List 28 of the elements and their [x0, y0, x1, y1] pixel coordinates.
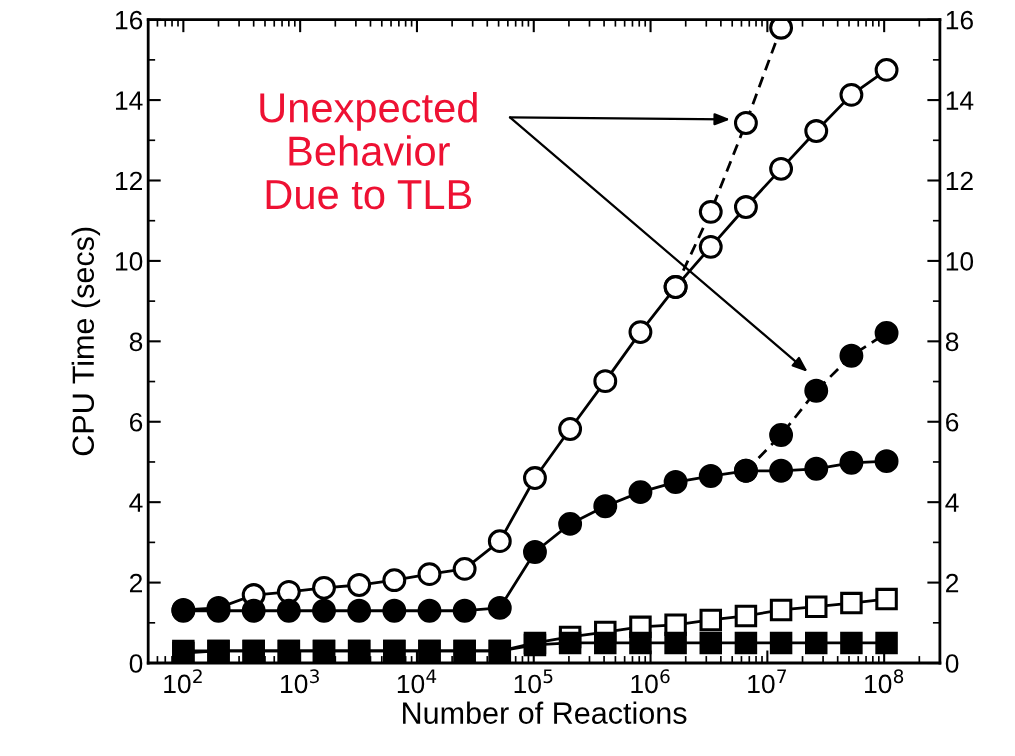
- x-tick-label: 10$^{8}$: [865, 669, 904, 694]
- y-tick-label: 14: [115, 91, 143, 110]
- y2-tick-label: 2: [946, 573, 959, 593]
- y2-tick-label: 8: [945, 332, 959, 352]
- x-tick-label: 10$^{7}$: [748, 669, 787, 694]
- x-tick-label: 10$^{5}$: [514, 669, 553, 694]
- y2-tick-label: 10: [946, 252, 974, 271]
- x-tick-label: 10$^{2}$: [164, 669, 202, 694]
- y2-tick-label: 6: [946, 412, 959, 432]
- x-tick-label: 10$^{3}$: [281, 669, 319, 694]
- y-axis-title: CPU Time (secs): [71, 227, 101, 456]
- x-tick-label: 10$^{4}$: [397, 669, 437, 694]
- x-tick-label: 10$^{6}$: [631, 669, 670, 694]
- y-tick-label: 2: [129, 573, 143, 593]
- y-tick-label: 8: [129, 332, 143, 352]
- y-tick-label: 0: [129, 654, 143, 673]
- y-tick-label: 12: [115, 171, 143, 191]
- x-axis-title: Number of Reactions: [403, 701, 687, 724]
- y2-tick-label: 4: [945, 493, 959, 512]
- y2-tick-label: 0: [945, 654, 959, 673]
- y2-tick-label: 14: [946, 91, 974, 110]
- y-tick-label: 16: [115, 10, 143, 30]
- y-tick-label: 10: [115, 252, 143, 271]
- y-tick-label: 4: [129, 493, 143, 512]
- y-tick-label: 6: [129, 412, 143, 432]
- annotation: Unexpected Behavior Due to TLB: [260, 91, 477, 210]
- y2-tick-label: 16: [946, 10, 973, 30]
- y2-tick-label: 12: [946, 171, 973, 191]
